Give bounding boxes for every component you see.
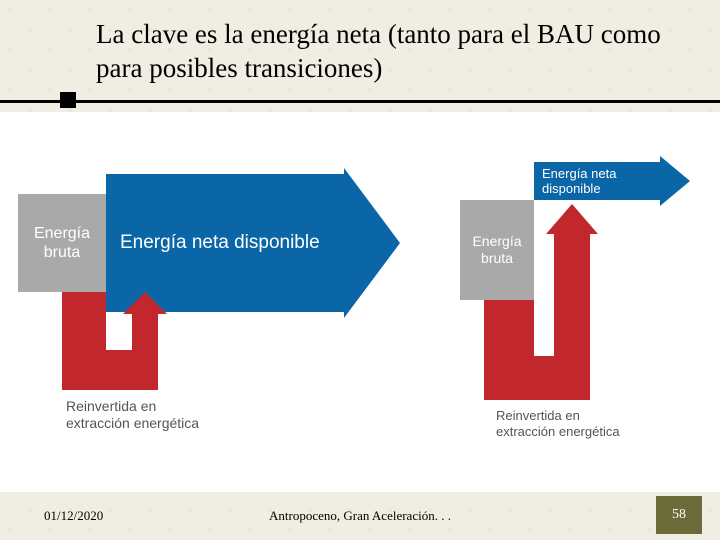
gross-energy-box-a: Energía bruta: [18, 194, 106, 292]
title-divider: [0, 100, 720, 103]
net-energy-arrowhead-b: [660, 156, 690, 206]
reinvest-horiz-b: [484, 356, 590, 400]
net-energy-arrow-b: Energía neta disponible: [534, 162, 660, 200]
net-energy-arrowhead-a: [344, 168, 400, 318]
reinvest-horiz-a: [62, 350, 158, 390]
reinvest-down-a: [62, 292, 106, 350]
reinvest-up-a: [132, 312, 158, 352]
title-tick: [60, 92, 76, 108]
diagram-large: Energía bruta Energía neta disponible Re…: [18, 174, 406, 434]
reinvest-label-b: Reinvertida enextracción energética: [496, 408, 620, 439]
reinvest-label-a: Reinvertida enextracción energética: [66, 398, 199, 432]
page-title: La clave es la energía neta (tanto para …: [96, 18, 680, 86]
diagram-small: Energía neta disponible Energía bruta Re…: [432, 162, 702, 422]
footer-center-text: Antropoceno, Gran Aceleración. . .: [0, 508, 720, 524]
page-number: 58: [656, 496, 702, 534]
reinvest-down-b: [484, 300, 534, 356]
reinvest-arrowhead-b: [546, 204, 598, 234]
reinvest-up-b: [554, 232, 590, 358]
diagram-area: Energía bruta Energía neta disponible Re…: [0, 112, 720, 492]
reinvest-arrowhead-a: [123, 292, 167, 314]
gross-energy-box-b: Energía bruta: [460, 200, 534, 300]
